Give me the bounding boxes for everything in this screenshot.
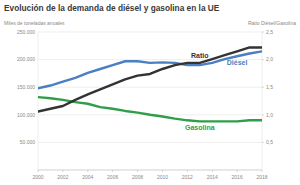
x-tick: [137, 170, 138, 172]
title: Evolución de la demanda de diésel y gaso…: [4, 3, 220, 13]
x-tick: [62, 170, 63, 172]
y-tick-label: 150.000: [17, 84, 35, 90]
x-tick: [262, 170, 263, 172]
y-tick-label: 100.000: [17, 112, 35, 118]
y-tick-label: 250.000: [17, 29, 35, 35]
series-label: Gasolina: [185, 124, 215, 131]
x-tick: [187, 170, 188, 172]
x-tick: [87, 170, 88, 172]
x-tick-label: 2002: [57, 174, 68, 180]
series-line: [38, 47, 262, 111]
y2-tick-label: 1,5: [266, 84, 273, 90]
y-tick-label: 50.000: [20, 139, 36, 145]
y-axis: [38, 32, 39, 170]
series-label: Ratio: [191, 52, 209, 59]
y2-tick-label: 2,5: [266, 29, 273, 35]
y2-tick-label: 2,0: [266, 56, 273, 62]
x-tick: [38, 170, 39, 172]
x-axis: [38, 170, 262, 171]
x-tick-label: 2006: [107, 174, 118, 180]
x-tick-label: 2008: [132, 174, 143, 180]
y2-tick-label: 1,0: [266, 112, 273, 118]
y-axis-label: Miles de toneladas anuales: [4, 20, 65, 26]
y2-axis: [262, 32, 263, 170]
x-tick: [237, 170, 238, 172]
x-tick-label: 2010: [157, 174, 168, 180]
x-tick-label: 2018: [256, 174, 267, 180]
y2-tick-label: 0,5: [266, 139, 273, 145]
x-tick-label: 2000: [32, 174, 43, 180]
series-line: [38, 51, 262, 88]
x-tick-label: 2012: [182, 174, 193, 180]
grid-line: [38, 87, 262, 88]
y2-axis-label: Ratio Diésel/Gasolina: [248, 20, 296, 26]
y-tick-label: 200.000: [17, 56, 35, 62]
x-tick-label: 2016: [232, 174, 243, 180]
x-tick: [162, 170, 163, 172]
grid-line: [38, 142, 262, 143]
plot-area: [38, 47, 262, 121]
series-label: Diésel: [227, 59, 248, 66]
x-tick: [212, 170, 213, 172]
chart: Evolución de la demanda de diésel y gaso…: [0, 0, 300, 185]
x-tick-label: 2004: [82, 174, 93, 180]
x-tick-label: 2014: [207, 174, 218, 180]
grid-line: [38, 32, 262, 33]
x-tick: [112, 170, 113, 172]
